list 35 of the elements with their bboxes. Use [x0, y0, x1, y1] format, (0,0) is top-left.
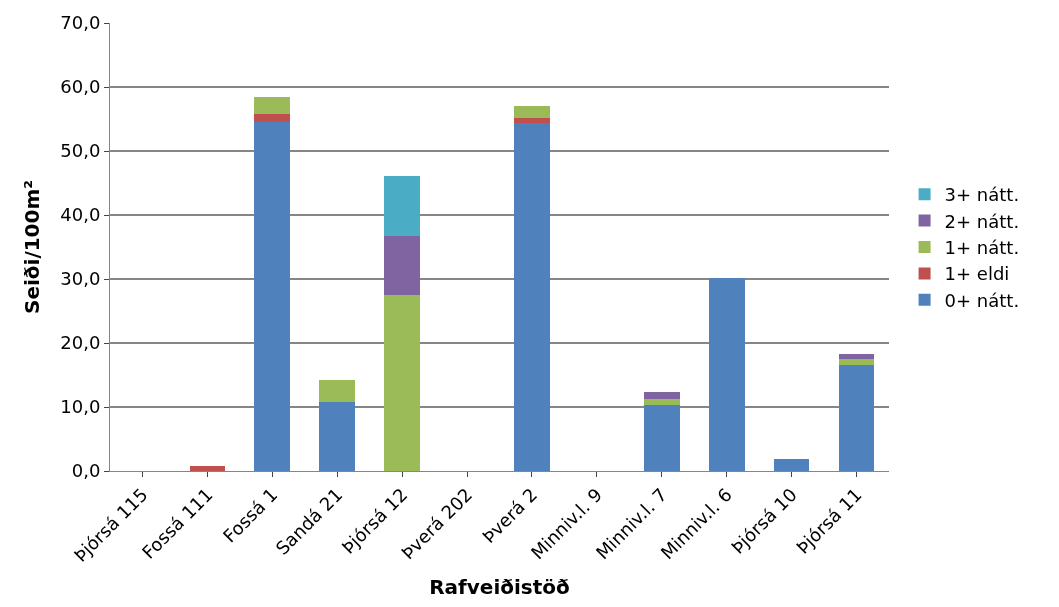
bar: [838, 359, 875, 366]
legend-label: 1+ eldi: [944, 263, 1010, 285]
bar: [319, 380, 356, 402]
y-tick-label: 30,0: [60, 268, 101, 290]
bar: [514, 117, 550, 123]
legend-label: 2+ nátt.: [944, 210, 1020, 232]
legend-label: 3+ nátt.: [944, 184, 1020, 206]
bar: [384, 295, 420, 471]
bar: [643, 405, 680, 471]
y-tick-label: 20,0: [60, 332, 101, 354]
bar: [643, 398, 680, 406]
y-tick-label: 60,0: [60, 76, 101, 98]
bar: [254, 97, 291, 114]
y-tick-label: 70,0: [60, 12, 101, 34]
legend-label: 1+ nátt.: [944, 237, 1020, 259]
y-tick-label: 10,0: [60, 396, 101, 418]
bar: [254, 113, 291, 123]
legend-label: 0+ nátt.: [944, 289, 1020, 311]
bar: [643, 391, 680, 399]
bar: [514, 122, 550, 471]
y-tick-label: 50,0: [60, 140, 101, 162]
bar: [384, 236, 420, 295]
bar: [838, 365, 875, 471]
bar: [254, 122, 291, 471]
x-axis-title: Rafveiðistöð: [429, 575, 570, 600]
y-tick-label: 40,0: [60, 204, 101, 226]
y-axis-title: Seiði/100m²: [19, 179, 44, 315]
bar: [514, 105, 550, 118]
bar: [384, 175, 420, 237]
bar: [708, 277, 745, 471]
bar: [773, 459, 810, 471]
bar: [838, 353, 875, 359]
bar: [189, 465, 226, 471]
y-tick-label: 0,0: [71, 460, 101, 482]
bar: [319, 401, 356, 471]
